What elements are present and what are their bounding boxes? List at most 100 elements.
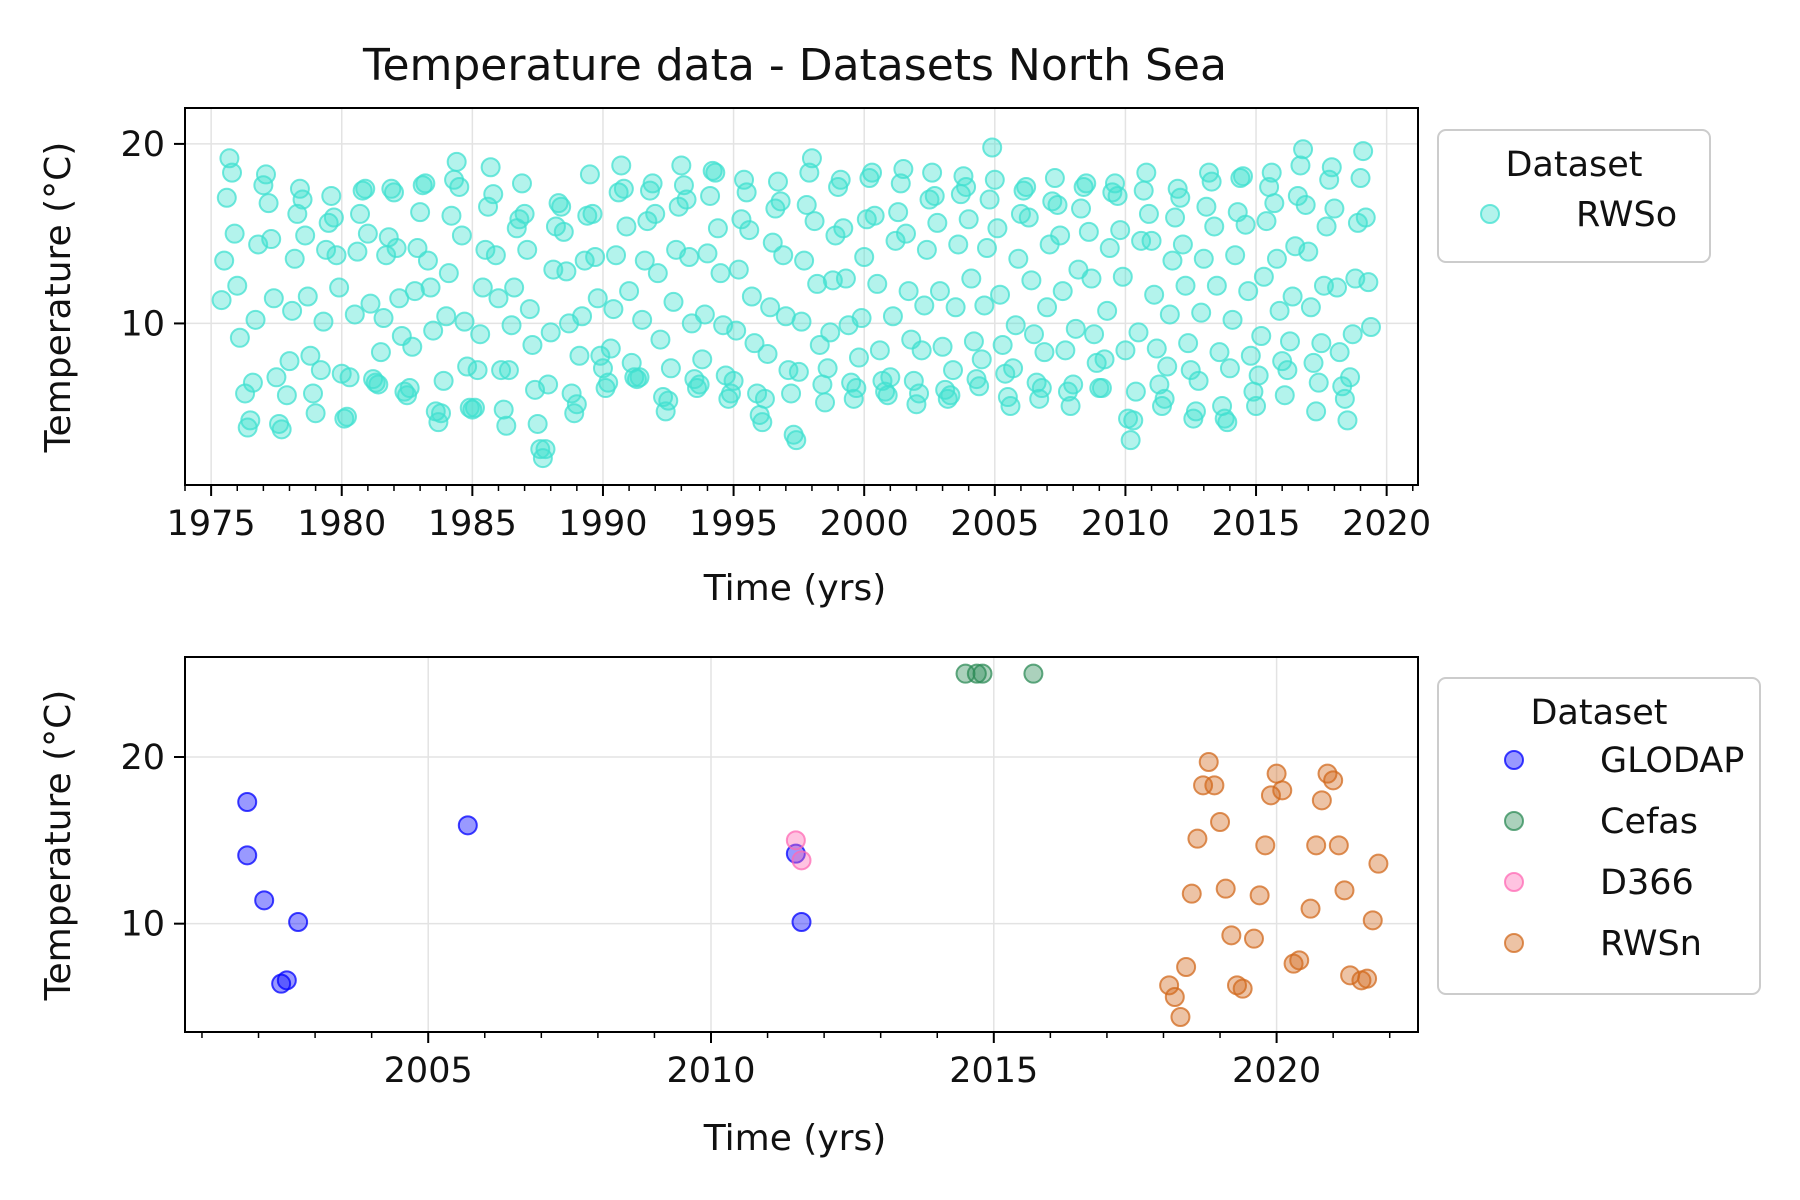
data-point-rwsn [1187, 828, 1208, 849]
data-point-rwso [587, 288, 608, 309]
data-point-rwso [297, 286, 318, 307]
data-point-rwsn [1181, 883, 1202, 904]
legend-marker-rwsn [1504, 933, 1524, 953]
data-point-rwso [1355, 207, 1376, 228]
data-point-rwso [1044, 168, 1065, 189]
data-point-rwso [323, 207, 344, 228]
data-point-rwso [556, 261, 577, 282]
top-points [211, 137, 1381, 469]
data-point-rwso [956, 176, 977, 197]
data-point-rwso [1123, 410, 1144, 431]
y-tick-label: 10 [120, 905, 165, 945]
legend-marker-rwso [1480, 204, 1500, 224]
x-tick-label: 2000 [820, 504, 909, 544]
data-point-glodap [791, 912, 812, 932]
data-point-rwso [229, 327, 250, 348]
top-x-ticks: 1975 1980 1985 1990 1995 2000 2005 2010 2015 2020 [167, 485, 1431, 544]
data-point-rwso [1131, 230, 1152, 251]
data-point-rwsn [1221, 925, 1242, 946]
data-point-rwsn [1266, 763, 1287, 784]
data-point-rwso [514, 203, 535, 224]
data-point-rwso [1204, 216, 1225, 237]
data-point-rwso [611, 155, 632, 176]
x-tick-label: 2010 [1081, 504, 1170, 544]
data-point-rwso [305, 403, 326, 424]
data-point-rwso [368, 374, 389, 395]
data-point-rwso [658, 390, 679, 411]
top-plot-frame [184, 107, 1419, 486]
data-point-rwso [344, 304, 365, 325]
data-point-rwso [480, 157, 501, 178]
data-point-rwso [1037, 297, 1058, 318]
data-point-rwsn [1198, 752, 1219, 772]
data-point-rwso [566, 394, 587, 415]
data-point-rwso [1172, 234, 1193, 255]
data-point-rwso [1358, 272, 1379, 293]
data-point-rwsn [1204, 775, 1225, 796]
data-point-rwso [266, 367, 287, 388]
data-point-rwso [1306, 401, 1327, 422]
data-point-rwso [992, 334, 1013, 355]
data-point-rwso [1193, 248, 1214, 269]
data-point-rwso [1324, 198, 1345, 219]
data-point-rwsn [1210, 812, 1231, 832]
data-point-rwso [1240, 345, 1261, 366]
data-point-rwso [744, 333, 765, 354]
data-point-rwso [650, 329, 671, 350]
data-point-rwso [762, 232, 783, 253]
data-point-rwso [833, 218, 854, 239]
data-point-rwso [1185, 401, 1206, 422]
data-point-rwso [1274, 385, 1295, 406]
data-point-rwso [1293, 139, 1314, 160]
data-point-rwsn [1362, 910, 1383, 931]
data-point-rwso [1091, 378, 1112, 399]
data-point-rwso [498, 360, 519, 381]
bottom-y-axis-label: Temperature (°C) [38, 690, 79, 1002]
data-point-rwso [598, 372, 619, 393]
top-legend-title: Dataset [1505, 145, 1642, 185]
data-point-rwso [634, 250, 655, 271]
data-point-rwso [464, 397, 485, 418]
data-point-rwso [1115, 340, 1136, 361]
legend-label-glodap: GLODAP [1600, 741, 1744, 781]
data-point-rwso [663, 291, 684, 312]
data-point-rwso [710, 263, 731, 284]
data-point-rwso [739, 220, 760, 241]
data-point-rwso [360, 293, 381, 314]
data-point-glodap [254, 890, 275, 911]
data-point-rwso [705, 162, 726, 183]
data-point-rwso [932, 336, 953, 357]
data-point-rwsn [1170, 1007, 1191, 1027]
data-point-rwso [1097, 300, 1118, 321]
data-point-rwso [694, 304, 715, 325]
x-tick-label: 1995 [689, 504, 778, 544]
data-point-rwso [700, 185, 721, 206]
y-tick-label: 20 [120, 125, 165, 165]
data-point-rwso [1175, 275, 1196, 296]
data-point-rwso [835, 268, 856, 289]
data-point-rwso [1125, 381, 1146, 402]
data-point-rwso [511, 173, 532, 194]
data-point-rwso [1264, 193, 1285, 214]
data-point-rwso [1107, 185, 1128, 206]
data-point-rwso [796, 194, 817, 215]
data-point-rwso [781, 383, 802, 404]
data-point-rwso [279, 351, 300, 372]
data-point-rwso [310, 360, 331, 381]
data-point-rwso [1327, 277, 1348, 298]
data-point-rwso [540, 322, 561, 343]
data-point-rwso [924, 185, 945, 206]
data-point-rwso [383, 182, 404, 203]
data-point-rwso [1065, 318, 1086, 339]
data-point-rwso [1279, 331, 1300, 352]
bottom-legend-items: GLODAP Cefas D366 RWSn [1504, 741, 1744, 964]
data-point-rwso [958, 209, 979, 230]
data-point-rwso [431, 403, 452, 424]
data-point-rwso [880, 367, 901, 388]
data-point-rwso [407, 238, 428, 259]
top-y-ticks: 10 20 [120, 125, 185, 344]
data-point-rwso [292, 189, 313, 210]
data-point-rwso [553, 221, 574, 242]
data-point-rwso [1308, 372, 1329, 393]
data-point-rwso [402, 336, 423, 357]
